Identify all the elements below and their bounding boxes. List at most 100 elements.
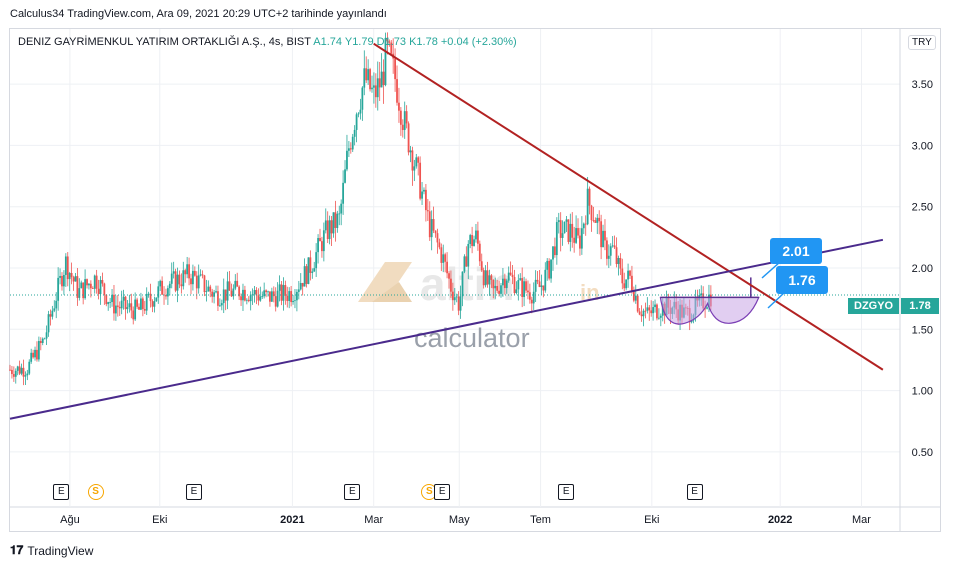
candle-body (103, 283, 106, 295)
candle-body (590, 205, 593, 221)
target-callout-upper[interactable]: 2.01 (770, 238, 822, 264)
earnings-event-icon[interactable]: E (686, 484, 703, 500)
candle-body (609, 246, 612, 256)
candle-body (388, 41, 391, 43)
candle-body (592, 220, 595, 221)
candle-body (580, 228, 583, 249)
candle-body (66, 256, 69, 280)
candle-body (18, 366, 21, 374)
candle-body (586, 188, 589, 225)
candle-body (521, 278, 524, 298)
candle-body (157, 286, 160, 298)
earnings-event-icon[interactable]: E (344, 484, 361, 500)
candle-body (57, 277, 60, 301)
target-callout-lower[interactable]: 1.76 (776, 266, 828, 294)
earnings-event-icon[interactable]: E (558, 484, 575, 500)
candle-body (613, 245, 616, 248)
candle-body (423, 189, 425, 192)
candle-body (349, 148, 352, 150)
candle-body (9, 369, 11, 371)
candle-body (49, 314, 52, 317)
candle-body (105, 294, 108, 305)
candle-body (195, 275, 198, 289)
candle-body (14, 370, 17, 377)
split-event-icon[interactable]: S (87, 484, 104, 500)
candle-body (286, 295, 289, 301)
candle-body (571, 223, 574, 238)
candle-body (280, 284, 283, 301)
candle-body (632, 290, 635, 301)
candle-body (305, 266, 308, 284)
candle-body (47, 314, 50, 333)
candle-body (255, 290, 258, 296)
candle-body (415, 157, 418, 167)
candle-body (147, 293, 150, 295)
candle-body (403, 111, 406, 130)
candle-body (450, 278, 452, 292)
candle-body (166, 288, 169, 297)
candle-body (336, 213, 339, 228)
candle-body (367, 69, 370, 81)
chart-grid (10, 29, 940, 532)
candle-body (598, 217, 601, 222)
y-tick-label: 3.00 (912, 140, 933, 152)
candle-body (642, 310, 645, 317)
candle-body (176, 274, 179, 291)
candle-body (463, 256, 466, 272)
earnings-event-icon[interactable]: E (53, 484, 70, 500)
candle-body (184, 270, 187, 275)
tradingview-footer[interactable]: 𝟏𝟕 TradingView (10, 543, 93, 558)
candle-body (111, 294, 113, 303)
candle-body (151, 301, 154, 307)
candle-body (631, 275, 633, 291)
candle-body (26, 373, 29, 376)
candle-body (436, 233, 439, 243)
candle-body (97, 288, 100, 295)
candle-body (292, 300, 294, 303)
candle-body (640, 314, 643, 317)
candle-body (307, 257, 310, 284)
candle-body (573, 237, 576, 243)
currency-badge[interactable]: TRY (908, 35, 936, 50)
candle-body (440, 247, 443, 263)
candle-body (299, 283, 302, 290)
candle-body (209, 286, 212, 292)
candle-body (382, 71, 385, 86)
earnings-event-icon[interactable]: E (434, 484, 451, 500)
earnings-event-icon[interactable]: E (185, 484, 202, 500)
callout-pointer-lower (767, 291, 786, 309)
candle-body (242, 289, 244, 301)
candle-body (37, 341, 40, 360)
candle-body (411, 150, 414, 171)
candle-body (353, 129, 356, 137)
candle-body (63, 274, 65, 287)
candle-body (351, 136, 354, 150)
candle-body (313, 268, 316, 272)
candle-body (269, 291, 271, 302)
candle-body (163, 294, 165, 296)
resistance-trendline (373, 42, 884, 371)
x-tick-label: 2022 (768, 514, 792, 526)
candle-body (107, 302, 110, 305)
candle-body (43, 338, 46, 340)
y-tick-label: 3.50 (912, 79, 933, 91)
candle-body (373, 85, 375, 88)
candle-body (45, 332, 48, 339)
candle-body (68, 273, 71, 280)
candle-body (446, 261, 448, 274)
candle-body (124, 296, 127, 310)
chart-frame[interactable] (9, 28, 941, 532)
candle-body (88, 283, 90, 286)
candle-body (245, 299, 248, 301)
candle-body (153, 301, 156, 307)
candle-body (82, 282, 85, 299)
candle-body (59, 275, 61, 278)
candle-body (236, 280, 239, 287)
candle-body (143, 309, 146, 311)
candle-body (326, 220, 329, 240)
candle-body (428, 211, 431, 238)
candle-body (76, 276, 79, 298)
candle-body (109, 302, 112, 303)
candle-body (134, 299, 137, 320)
